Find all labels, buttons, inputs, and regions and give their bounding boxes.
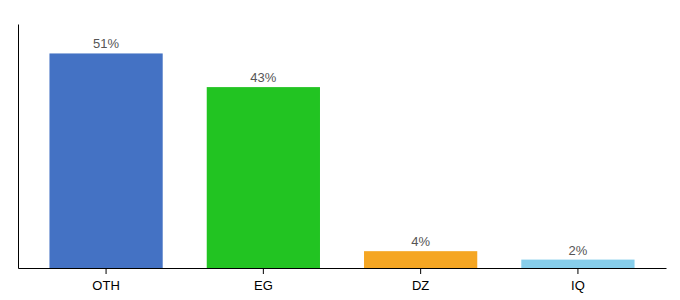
x-tick-mark xyxy=(106,268,107,274)
x-tick-label: DZ xyxy=(412,278,429,293)
data-label: 51% xyxy=(93,36,119,51)
x-tick: DZ xyxy=(412,268,429,293)
data-label: 4% xyxy=(411,234,430,249)
x-tick: OTH xyxy=(92,268,119,293)
data-labels: 51% 43% 4% 2% xyxy=(93,36,588,257)
x-tick-label: OTH xyxy=(92,278,119,293)
bar xyxy=(521,260,634,268)
y-axis xyxy=(18,25,19,269)
x-tick: EG xyxy=(254,268,273,293)
bar xyxy=(364,251,477,268)
plot: 51% 43% 4% 2% OTH EG DZ IQ xyxy=(19,25,667,294)
x-tick-mark xyxy=(577,268,578,274)
x-tick-label: IQ xyxy=(571,278,585,293)
data-label: 43% xyxy=(250,70,276,85)
chart: 51% 43% 4% 2% OTH EG DZ IQ xyxy=(0,0,680,300)
data-label: 2% xyxy=(569,243,588,258)
x-axis: OTH EG DZ IQ xyxy=(19,268,667,293)
bar xyxy=(49,53,162,268)
x-tick-label: EG xyxy=(254,278,273,293)
x-tick-mark xyxy=(263,268,264,274)
bars xyxy=(49,53,634,268)
y-axis-line xyxy=(18,25,19,269)
x-tick-mark xyxy=(420,268,421,274)
bar xyxy=(207,87,320,268)
x-axis-line xyxy=(19,268,667,269)
x-tick: IQ xyxy=(571,268,585,293)
